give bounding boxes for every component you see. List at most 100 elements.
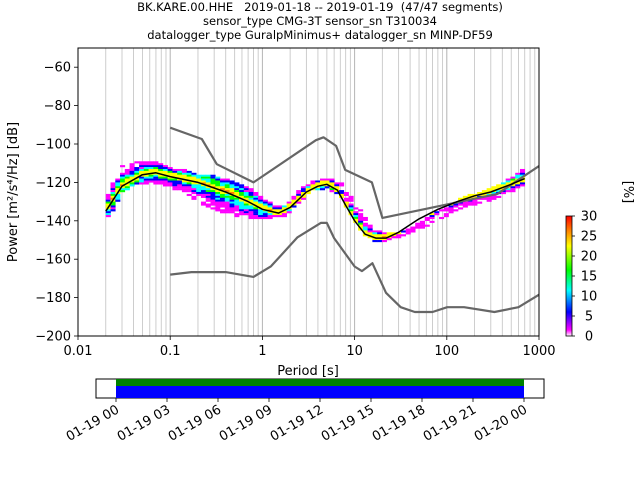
psd-cell xyxy=(253,201,259,204)
psd-cell xyxy=(158,176,164,179)
psd-cell xyxy=(391,232,397,235)
psd-cell xyxy=(181,172,187,175)
psd-cell xyxy=(448,207,454,210)
psd-cell xyxy=(248,215,254,218)
psd-cell xyxy=(405,228,411,231)
psd-cell xyxy=(253,207,259,210)
x-tick-label: 10 xyxy=(346,344,363,359)
psd-cell xyxy=(248,216,254,220)
psd-cell xyxy=(229,199,235,202)
psd-cell xyxy=(358,209,364,212)
psd-cell xyxy=(315,180,321,183)
y-tick-label: −60 xyxy=(44,61,71,76)
psd-cell xyxy=(224,188,230,191)
colorbar-tick-label: 30 xyxy=(581,210,598,225)
psd-cell xyxy=(110,184,116,187)
psd-cell xyxy=(239,209,245,212)
psd-cell xyxy=(305,188,311,191)
psd-cell xyxy=(300,195,307,198)
psd-cell xyxy=(177,180,183,183)
psd-cell xyxy=(424,218,430,221)
psd-cell xyxy=(319,180,326,183)
psd-cell xyxy=(134,178,140,181)
psd-cell xyxy=(205,186,211,189)
psd-cell xyxy=(334,182,340,185)
psd-cell xyxy=(220,205,226,208)
psd-cell xyxy=(329,180,335,183)
psd-cell xyxy=(224,180,230,183)
psd-cell xyxy=(253,192,259,195)
psd-cell xyxy=(424,216,430,220)
psd-cell xyxy=(515,182,521,185)
psd-cell xyxy=(224,178,230,181)
psd-cell xyxy=(110,203,116,206)
psd-cell xyxy=(210,190,216,193)
psd-cell xyxy=(367,224,373,227)
psd-cell xyxy=(224,190,230,193)
psd-cell xyxy=(486,190,492,193)
psd-cell xyxy=(496,186,502,189)
psd-cell xyxy=(124,176,130,179)
psd-cell xyxy=(181,174,187,177)
psd-cell xyxy=(167,180,173,183)
psd-cell xyxy=(200,180,207,183)
colorbar-label: [%] xyxy=(620,181,635,204)
psd-cell xyxy=(348,195,354,198)
psd-cell xyxy=(186,182,192,185)
psd-cell xyxy=(358,216,364,220)
grid-lines xyxy=(77,48,540,336)
psd-cell xyxy=(215,209,221,212)
psd-cell xyxy=(315,186,321,189)
psd-cell xyxy=(215,205,221,208)
psd-cell xyxy=(139,163,145,166)
psd-cell xyxy=(348,197,354,200)
psd-cell xyxy=(510,188,516,191)
psd-cell xyxy=(129,176,135,179)
psd-cell xyxy=(210,184,216,187)
psd-cell xyxy=(105,211,111,214)
colorbar-tick-label: 10 xyxy=(581,290,598,305)
psd-cell xyxy=(510,184,516,187)
psd-cell xyxy=(105,215,111,218)
psd-cell xyxy=(177,184,183,187)
psd-cell xyxy=(186,170,192,173)
psd-cell xyxy=(453,209,459,212)
psd-cell xyxy=(224,197,230,200)
psd-cell xyxy=(110,188,116,191)
psd-cell xyxy=(158,165,164,168)
psd-cell xyxy=(443,209,449,212)
psd-cell xyxy=(220,209,226,212)
psd-cell xyxy=(248,188,254,191)
colorbar xyxy=(565,215,573,337)
psd-cell xyxy=(115,180,121,183)
psd-cell xyxy=(262,205,268,208)
psd-cell xyxy=(239,213,245,216)
psd-cell xyxy=(419,226,426,229)
psd-cell xyxy=(148,163,154,166)
psd-cell xyxy=(253,203,259,206)
psd-cell xyxy=(405,232,411,235)
psd-cell xyxy=(210,195,216,198)
psd-cell xyxy=(362,222,368,225)
psd-cell xyxy=(443,207,449,210)
psd-cell xyxy=(139,165,145,168)
psd-cell xyxy=(243,211,249,214)
psd-cell xyxy=(196,178,202,181)
psd-cell xyxy=(139,167,145,170)
psd-cell xyxy=(267,213,273,216)
psd-cell xyxy=(215,201,221,204)
psd-cell xyxy=(515,174,521,177)
psd-cell xyxy=(115,199,121,202)
psd-cell xyxy=(339,192,345,195)
psd-cell xyxy=(305,192,311,195)
psd-cell xyxy=(267,216,273,220)
psd-cell xyxy=(129,174,135,177)
chart-title-line-3: datalogger_type GuralpMinimus+ datalogge… xyxy=(147,28,493,42)
psd-cell xyxy=(377,236,383,239)
psd-cell xyxy=(162,178,168,181)
psd-cell xyxy=(205,205,211,208)
psd-cell xyxy=(491,186,497,189)
psd-cell xyxy=(429,220,435,223)
psd-cell xyxy=(258,199,264,202)
psd-cell xyxy=(120,178,126,181)
